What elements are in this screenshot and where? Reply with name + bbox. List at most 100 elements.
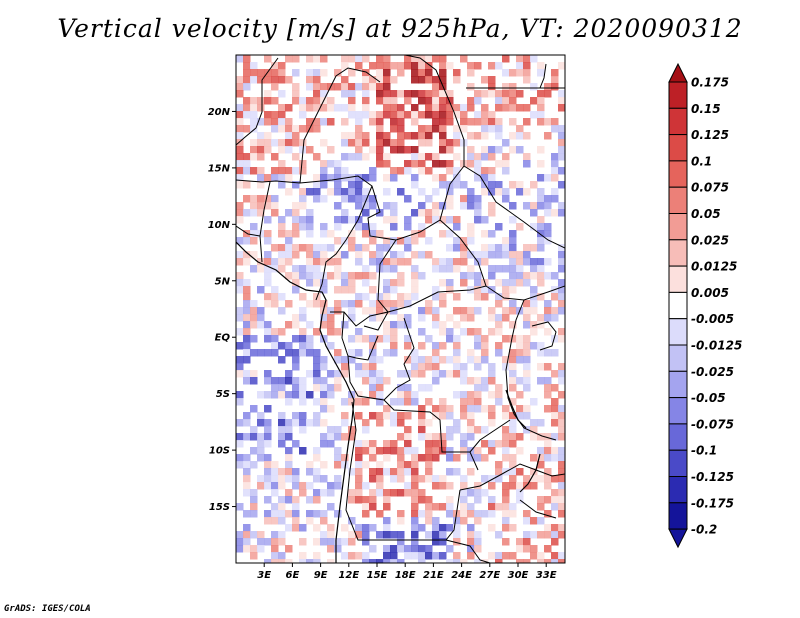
field-cell xyxy=(320,251,328,259)
field-cell xyxy=(292,230,300,238)
field-cell xyxy=(369,545,377,553)
field-cell xyxy=(348,83,356,91)
field-cell xyxy=(257,412,265,420)
field-cell xyxy=(390,279,398,287)
field-cell xyxy=(544,272,552,280)
field-cell xyxy=(355,293,363,301)
field-cell xyxy=(383,97,391,105)
field-cell xyxy=(446,328,454,336)
field-cell xyxy=(509,146,517,154)
field-cell xyxy=(439,279,447,287)
field-cell xyxy=(292,356,300,364)
field-cell xyxy=(355,216,363,224)
field-cell xyxy=(257,545,265,553)
field-cell xyxy=(439,538,447,546)
field-cell xyxy=(544,545,552,553)
field-cell xyxy=(236,440,244,448)
field-cell xyxy=(425,531,433,539)
field-cell xyxy=(278,412,286,420)
field-cell xyxy=(313,300,321,308)
field-cell xyxy=(320,195,328,203)
field-cell xyxy=(523,559,531,563)
field-cell xyxy=(285,496,293,504)
field-cell xyxy=(369,167,377,175)
field-cell xyxy=(551,83,559,91)
field-cell xyxy=(236,216,244,224)
field-cell xyxy=(369,559,377,563)
field-cell xyxy=(558,419,565,427)
field-cell xyxy=(369,391,377,399)
field-cell xyxy=(271,510,279,518)
field-cell xyxy=(362,97,370,105)
field-cell xyxy=(285,55,293,63)
field-cell xyxy=(418,125,426,133)
field-cell xyxy=(320,510,328,518)
field-cell xyxy=(383,517,391,525)
field-cell xyxy=(509,433,517,441)
colorbar-swatch xyxy=(668,160,688,188)
field-cell xyxy=(544,83,552,91)
field-cell xyxy=(467,356,475,364)
field-cell xyxy=(397,454,405,462)
field-cell xyxy=(502,335,510,343)
field-cell xyxy=(425,419,433,427)
field-cell xyxy=(488,209,496,217)
field-cell xyxy=(530,475,538,483)
field-cell xyxy=(488,503,496,511)
field-cell xyxy=(460,433,468,441)
field-cell xyxy=(460,279,468,287)
field-cell xyxy=(418,524,426,532)
lake-outline xyxy=(505,389,541,493)
field-cell xyxy=(383,244,391,252)
field-cell xyxy=(474,489,482,497)
field-cell xyxy=(369,223,377,231)
field-cell xyxy=(523,202,531,210)
field-cell xyxy=(537,195,545,203)
field-cell xyxy=(355,300,363,308)
field-cell xyxy=(341,209,349,217)
colorbar-label: -0.025 xyxy=(691,365,734,379)
field-cell xyxy=(523,405,531,413)
field-cell xyxy=(292,279,300,287)
field-cell xyxy=(390,174,398,182)
field-cell xyxy=(390,489,398,497)
field-cell xyxy=(411,391,419,399)
field-cell xyxy=(467,489,475,497)
field-cell xyxy=(558,552,565,560)
field-cell xyxy=(530,223,538,231)
field-cell xyxy=(390,265,398,273)
field-cell xyxy=(299,328,307,336)
field-cell xyxy=(537,503,545,511)
field-cell xyxy=(355,195,363,203)
field-cell xyxy=(362,90,370,98)
field-cell xyxy=(425,139,433,147)
field-cell xyxy=(362,139,370,147)
field-cell xyxy=(502,97,510,105)
field-cell xyxy=(439,139,447,147)
field-cell xyxy=(453,356,461,364)
field-cell xyxy=(446,195,454,203)
field-cell xyxy=(418,433,426,441)
field-cell xyxy=(446,97,454,105)
field-cell xyxy=(397,258,405,266)
field-cell xyxy=(418,153,426,161)
field-cell xyxy=(278,111,286,119)
field-cell xyxy=(362,447,370,455)
field-cell xyxy=(432,125,440,133)
field-cell xyxy=(488,111,496,119)
field-cell xyxy=(243,454,251,462)
field-cell xyxy=(509,307,517,315)
field-cell xyxy=(243,433,251,441)
field-cell xyxy=(285,461,293,469)
field-cell xyxy=(369,83,377,91)
field-cell xyxy=(306,251,314,259)
field-cell xyxy=(488,370,496,378)
field-cell xyxy=(341,153,349,161)
field-cell xyxy=(236,356,244,364)
field-cell xyxy=(383,104,391,112)
colorbar-min-arrow xyxy=(668,528,688,549)
field-cell xyxy=(474,279,482,287)
field-cell xyxy=(264,510,272,518)
field-cell xyxy=(502,307,510,315)
field-cell xyxy=(257,314,265,322)
